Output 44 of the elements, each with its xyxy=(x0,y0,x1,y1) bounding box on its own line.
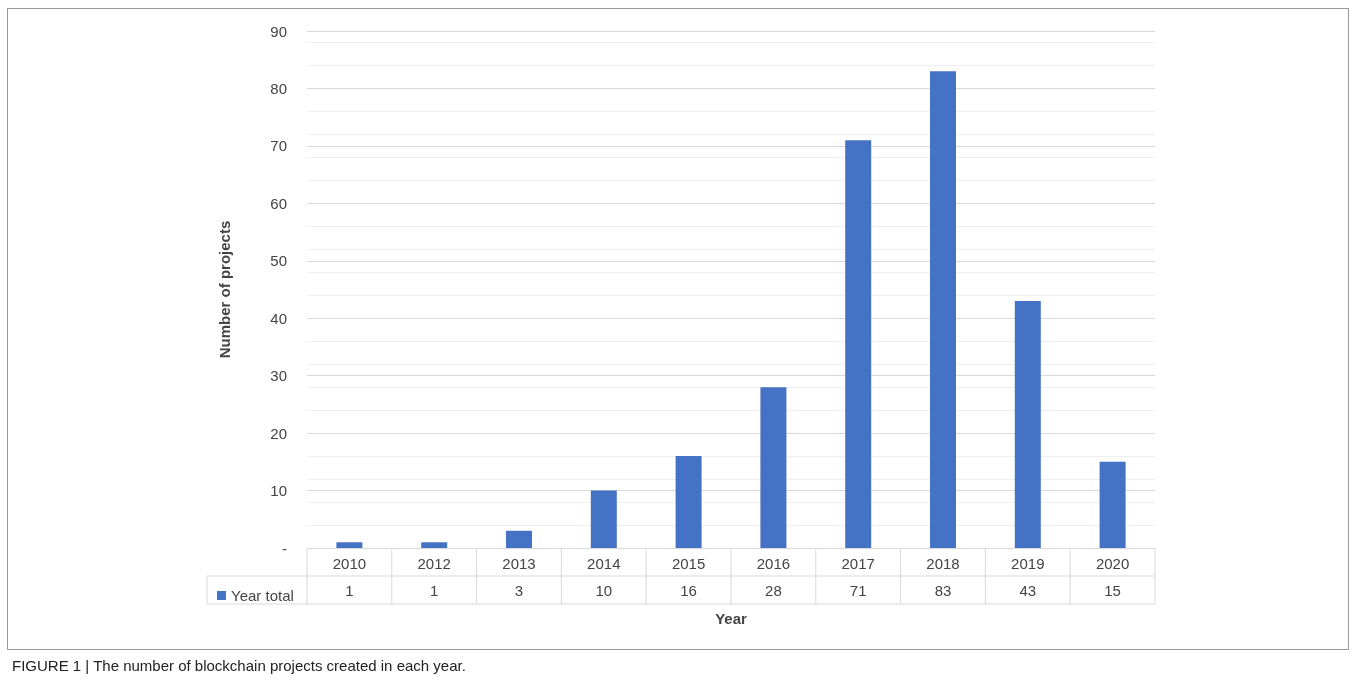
x-tick-label: 2014 xyxy=(587,555,621,572)
y-tick-label: 60 xyxy=(270,194,287,212)
bar xyxy=(421,542,448,548)
bar xyxy=(845,140,872,548)
data-label: 83 xyxy=(934,581,952,599)
data-label: 43 xyxy=(1019,581,1037,599)
bar xyxy=(760,387,787,548)
x-tick-label: 2013 xyxy=(502,555,536,572)
x-tick-label: 2015 xyxy=(671,555,706,572)
x-tick-label: 2018 xyxy=(926,555,960,572)
data-label: 16 xyxy=(680,581,697,599)
x-tick-label: 2020 xyxy=(1095,555,1130,572)
caption: FIGURE 1 | The number of blockchain projects created in each year. xyxy=(12,657,466,674)
y-tick-label: 40 xyxy=(270,309,287,327)
y-tick-label: 90 xyxy=(270,22,287,40)
y-tick-label: 80 xyxy=(270,79,287,97)
y-tick-label: 50 xyxy=(270,252,287,270)
bar xyxy=(590,490,617,548)
bar xyxy=(506,530,532,548)
x-tick-label: 2016 xyxy=(756,555,791,572)
data-label: 3 xyxy=(514,581,524,599)
y-tick-label: 30 xyxy=(270,367,287,385)
data-label: 10 xyxy=(595,581,613,599)
bar xyxy=(1014,300,1041,548)
bar xyxy=(675,456,702,548)
data-label: 1 xyxy=(430,581,439,599)
bar xyxy=(1099,461,1126,548)
data-label: 28 xyxy=(765,581,782,599)
x-tick-label: 2019 xyxy=(1011,555,1045,572)
data-label: 71 xyxy=(849,581,867,599)
legend-label: Year total xyxy=(231,587,294,604)
data-label: 1 xyxy=(345,581,354,599)
bar xyxy=(336,542,363,548)
data-label: 15 xyxy=(1104,581,1121,599)
y-axis-title: Number of projects xyxy=(216,220,233,359)
y-tick-label: - xyxy=(282,539,287,557)
x-tick-label: 2010 xyxy=(332,555,367,572)
x-tick-label: 2012 xyxy=(417,555,451,572)
y-tick-label: 20 xyxy=(270,424,287,442)
bar xyxy=(930,71,956,548)
x-axis-title: Year xyxy=(715,609,748,627)
y-tick-label: 70 xyxy=(270,137,287,155)
y-tick-label: 10 xyxy=(270,482,287,500)
x-tick-label: 2017 xyxy=(841,555,875,572)
